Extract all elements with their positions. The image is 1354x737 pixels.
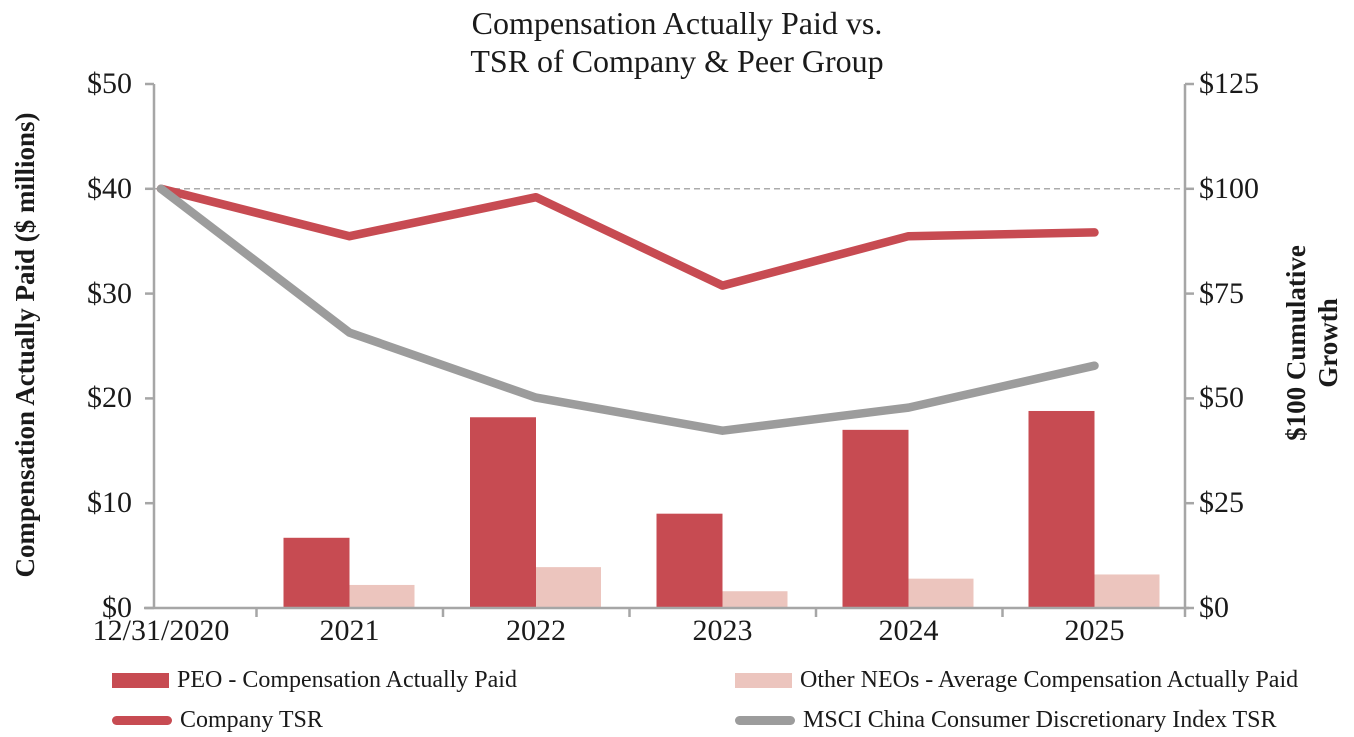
legend-item: MSCI China Consumer Discretionary Index … bbox=[735, 706, 1312, 734]
legend-swatch-line-line-index bbox=[735, 715, 795, 725]
bar-neo-cap bbox=[536, 567, 601, 608]
left-axis-tick-label: $10 bbox=[87, 486, 132, 520]
right-axis-title-line1: $100 Cumulative bbox=[1281, 245, 1311, 441]
x-axis-label: 12/31/2020 bbox=[92, 614, 230, 647]
left-axis-tick-label: $20 bbox=[87, 381, 132, 415]
legend-item: Company TSR bbox=[112, 706, 735, 734]
legend-label: Other NEOs - Average Compensation Actual… bbox=[800, 667, 1299, 693]
left-axis-tick-label: $50 bbox=[87, 67, 132, 100]
right-axis-title-line2: Growth bbox=[1313, 298, 1343, 388]
legend-label: MSCI China Consumer Discretionary Index … bbox=[803, 707, 1277, 733]
legend-label: PEO - Compensation Actually Paid bbox=[177, 667, 517, 693]
bar-peo-cap bbox=[842, 429, 909, 608]
plot-area bbox=[144, 82, 1194, 617]
left-axis-title: Compensation Actually Paid ($ millions) bbox=[10, 112, 40, 578]
left-axis-tick-label: $40 bbox=[87, 171, 132, 205]
bar-neo-cap bbox=[349, 584, 415, 608]
left-axis-tick-label: $30 bbox=[87, 276, 132, 310]
line-index-tsr bbox=[156, 184, 1099, 435]
right-axis-tick-label: $125 bbox=[1199, 67, 1259, 100]
chart-legend: PEO - Compensation Actually Paid Other NE… bbox=[112, 666, 1312, 734]
x-axis-label: 2024 bbox=[878, 614, 939, 647]
bar-peo-cap bbox=[470, 417, 536, 608]
chart-title: Compensation Actually Paid vs. TSR of Co… bbox=[0, 4, 1354, 80]
legend-swatch-line-line-company bbox=[112, 715, 172, 725]
bar-neo-cap bbox=[722, 591, 788, 608]
right-axis-tick-label: $0 bbox=[1199, 591, 1229, 624]
chart-title-line1: Compensation Actually Paid vs. bbox=[471, 5, 883, 41]
legend-swatch-bar-bar-peo bbox=[112, 672, 169, 688]
right-axis-tick-label: $100 bbox=[1199, 171, 1259, 205]
right-axis-tick-label: $25 bbox=[1199, 486, 1244, 520]
x-axis-label: 2021 bbox=[319, 614, 380, 647]
legend-item: Other NEOs - Average Compensation Actual… bbox=[735, 666, 1312, 694]
bar-peo-cap bbox=[283, 537, 350, 608]
line-company-tsr bbox=[156, 184, 1099, 290]
bar-neo-cap bbox=[1094, 574, 1160, 608]
chart-plot-svg bbox=[144, 82, 1194, 617]
legend-item: PEO - Compensation Actually Paid bbox=[112, 666, 735, 694]
x-axis-label: 2022 bbox=[506, 614, 566, 647]
legend-label: Company TSR bbox=[180, 707, 323, 733]
x-axis-label: 2023 bbox=[692, 614, 753, 647]
right-axis-tick-label: $75 bbox=[1199, 276, 1244, 310]
left-axis-tick-label: $0 bbox=[102, 591, 132, 624]
right-axis-title: $100 Cumulative Growth bbox=[1280, 203, 1344, 483]
chart-title-line2: TSR of Company & Peer Group bbox=[470, 43, 884, 79]
legend-swatch-bar-bar-neo bbox=[735, 672, 792, 688]
bar-peo-cap bbox=[1028, 410, 1095, 608]
right-axis-tick-label: $50 bbox=[1199, 381, 1244, 415]
x-axis-label: 2025 bbox=[1064, 614, 1125, 647]
bar-peo-cap bbox=[656, 513, 723, 608]
bar-neo-cap bbox=[908, 578, 974, 608]
